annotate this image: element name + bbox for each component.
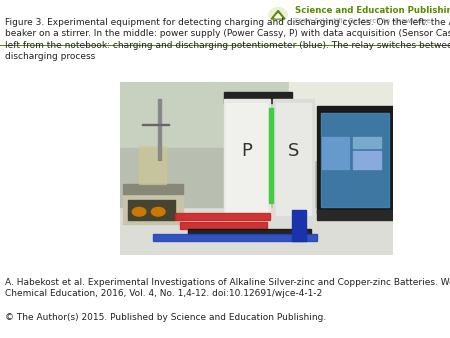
Bar — [128, 200, 175, 220]
Text: From Scientific Research to Knowledge: From Scientific Research to Knowledge — [295, 18, 431, 24]
Bar — [353, 137, 381, 148]
Bar — [269, 108, 273, 203]
Circle shape — [151, 208, 165, 216]
Text: © The Author(s) 2015. Published by Science and Education Publishing.: © The Author(s) 2015. Published by Scien… — [5, 313, 327, 322]
Polygon shape — [271, 10, 285, 19]
Bar — [273, 99, 314, 217]
Text: A. Habekost et al. Experimental Investigations of Alkaline Silver-zinc and Coppe: A. Habekost et al. Experimental Investig… — [5, 278, 450, 298]
Bar — [175, 214, 270, 220]
Bar — [153, 234, 316, 241]
Bar — [316, 210, 393, 220]
Bar — [120, 82, 393, 148]
Bar — [322, 137, 349, 169]
Bar — [275, 103, 311, 215]
Bar — [224, 92, 292, 103]
Text: P: P — [242, 142, 252, 160]
Bar — [321, 113, 389, 207]
Circle shape — [269, 8, 287, 21]
Bar — [120, 148, 393, 207]
Bar — [224, 99, 270, 217]
Bar — [316, 106, 393, 214]
Bar — [142, 123, 169, 125]
Bar — [123, 184, 183, 194]
Text: Science and Education Publishing: Science and Education Publishing — [295, 6, 450, 15]
Bar — [188, 229, 311, 234]
Bar — [120, 207, 393, 255]
Bar — [289, 82, 393, 160]
Bar — [226, 103, 267, 215]
Bar — [139, 146, 166, 184]
Bar — [158, 99, 161, 160]
Circle shape — [132, 208, 146, 216]
Text: Figure 3. Experimental equipment for detecting charging and discharging cycles. : Figure 3. Experimental equipment for det… — [5, 18, 450, 62]
Text: S: S — [288, 142, 299, 160]
Bar — [353, 151, 381, 169]
Polygon shape — [274, 14, 282, 18]
Bar — [292, 210, 306, 241]
Bar — [123, 193, 183, 224]
Bar — [180, 222, 267, 229]
